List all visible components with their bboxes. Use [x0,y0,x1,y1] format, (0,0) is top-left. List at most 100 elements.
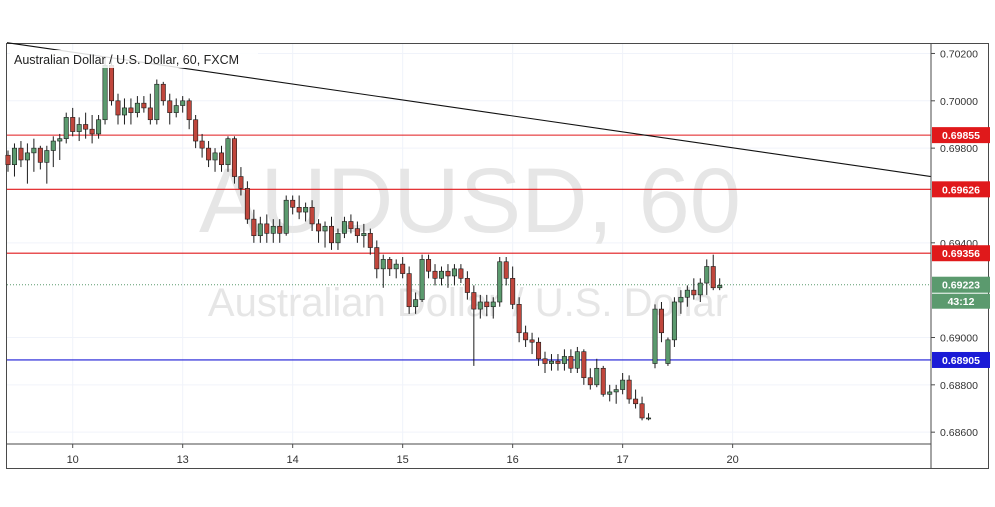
candle[interactable] [400,257,406,279]
candle[interactable] [328,216,334,250]
candle[interactable] [438,266,444,286]
candle[interactable] [296,195,302,220]
candle[interactable] [199,133,205,158]
candle[interactable] [704,259,710,295]
candle[interactable] [497,257,503,307]
candle[interactable] [717,278,723,291]
candle[interactable] [309,200,315,231]
candle[interactable] [658,301,664,343]
candle[interactable] [173,98,179,118]
candle[interactable] [684,285,690,307]
candle[interactable] [613,384,619,404]
candle[interactable] [5,150,11,172]
candle[interactable] [24,143,30,184]
candle[interactable] [477,294,483,319]
time-axis[interactable]: 10 13 14 15 16 17 20 [67,444,739,466]
candle[interactable] [503,257,509,286]
candle[interactable] [277,219,283,243]
candle[interactable] [44,145,50,184]
candle[interactable] [244,181,250,224]
candle[interactable] [212,148,218,172]
candle[interactable] [639,396,645,421]
candle[interactable] [471,285,477,366]
candle[interactable] [316,219,322,243]
candle[interactable] [141,96,147,113]
candle[interactable] [671,297,677,347]
candle[interactable] [516,297,522,343]
candle[interactable] [160,81,166,106]
price-axis[interactable]: 0.702000.700000.698000.694000.690000.688… [931,48,978,439]
candle[interactable] [607,384,613,402]
candle[interactable] [238,167,244,196]
candle[interactable] [510,266,516,310]
candle[interactable] [283,195,289,236]
candle[interactable] [57,133,63,160]
candle[interactable] [50,136,56,168]
candle[interactable] [380,254,386,288]
candle[interactable] [490,297,496,319]
candle[interactable] [600,365,606,397]
candle[interactable] [354,221,360,243]
candle[interactable] [193,115,199,149]
candle[interactable] [83,112,89,139]
candle[interactable] [134,96,140,118]
candle[interactable] [587,368,593,390]
candle[interactable] [70,107,76,137]
candle[interactable] [303,202,309,222]
candle[interactable] [581,349,587,385]
candle[interactable] [594,358,600,388]
candle[interactable] [413,292,419,314]
candle[interactable] [219,145,225,172]
candle[interactable] [63,112,69,144]
candle[interactable] [322,221,328,248]
candle[interactable] [270,219,276,243]
candle[interactable] [620,372,626,395]
candle[interactable] [445,264,451,288]
candle[interactable] [548,354,554,371]
candle[interactable] [523,325,529,347]
candle[interactable] [536,337,542,366]
candle[interactable] [335,228,341,250]
candle[interactable] [361,223,367,248]
candle[interactable] [167,93,173,125]
candle[interactable] [406,266,412,314]
candle[interactable] [31,138,37,172]
candle[interactable] [646,413,652,421]
candle[interactable] [419,254,425,302]
candle[interactable] [652,304,658,369]
candle[interactable] [568,349,574,373]
candle[interactable] [710,254,716,291]
candle[interactable] [348,214,354,234]
candle[interactable] [147,93,153,125]
candle[interactable] [484,294,490,317]
candle[interactable] [387,257,393,276]
candle[interactable] [154,79,160,125]
candle[interactable] [374,240,380,279]
candle[interactable] [257,216,263,243]
candle[interactable] [561,349,567,371]
candle[interactable] [186,98,192,130]
candle[interactable] [555,354,561,371]
candle[interactable] [678,290,684,314]
candle[interactable] [464,271,470,300]
candle[interactable] [11,143,17,177]
candle[interactable] [37,145,43,170]
candle[interactable] [542,351,548,373]
candle[interactable] [458,264,464,284]
candle[interactable] [225,136,231,172]
candle[interactable] [290,195,296,215]
candle[interactable] [367,228,373,255]
candle[interactable] [697,278,703,302]
candle[interactable] [128,98,134,125]
candle[interactable] [432,264,438,286]
candle[interactable] [18,141,24,168]
candle[interactable] [393,259,399,279]
candle[interactable] [626,375,632,404]
candle[interactable] [633,389,639,409]
candle[interactable] [665,337,671,366]
candle[interactable] [251,209,257,243]
candle[interactable] [529,332,535,355]
candle[interactable] [121,98,127,125]
candles[interactable] [5,55,723,421]
